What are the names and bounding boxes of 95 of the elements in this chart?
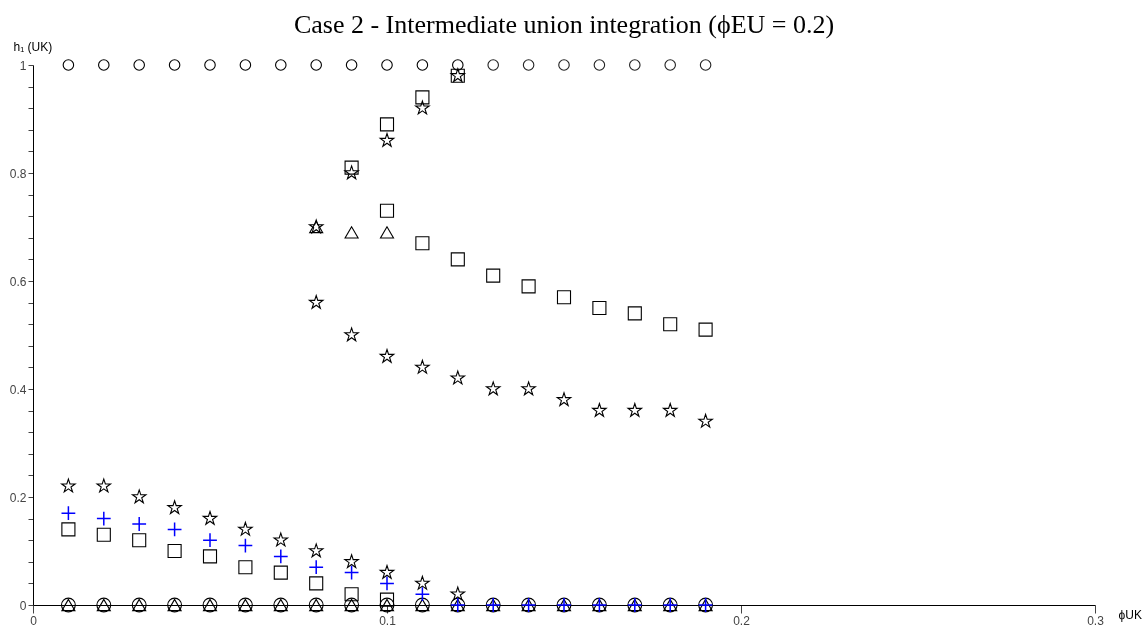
point [345, 59, 358, 71]
x-tick-label: 0.3 [1087, 613, 1105, 628]
point [415, 236, 430, 251]
point [131, 516, 147, 532]
point [379, 592, 395, 607]
point [132, 533, 147, 548]
point [664, 59, 676, 71]
y-tick-label: 1 [19, 58, 27, 73]
point [202, 510, 218, 525]
point [133, 59, 145, 71]
y-tick-label: 0.4 [9, 382, 27, 397]
point [61, 522, 76, 537]
point [452, 59, 464, 71]
point [96, 478, 112, 493]
point [522, 59, 535, 71]
point [662, 402, 678, 417]
point [627, 306, 642, 321]
point [131, 489, 147, 504]
point [379, 575, 395, 592]
point [379, 564, 395, 579]
point [558, 59, 570, 71]
point [273, 548, 289, 565]
point [98, 59, 110, 71]
point [202, 532, 218, 548]
point [239, 59, 252, 71]
point [96, 510, 112, 527]
point [308, 294, 324, 309]
point [344, 160, 359, 175]
point [344, 327, 359, 342]
y-tick-label: 0.2 [9, 490, 27, 505]
point [167, 543, 182, 559]
point [415, 100, 430, 115]
point [593, 59, 606, 71]
point [699, 59, 712, 71]
point [167, 500, 182, 515]
y-tick-label: 0 [19, 598, 27, 613]
point [237, 537, 254, 554]
y-tick-label: 0.8 [9, 166, 27, 181]
point [486, 268, 501, 283]
point [556, 290, 572, 305]
point [629, 59, 641, 71]
point [308, 543, 324, 558]
point [309, 576, 324, 591]
point [592, 300, 607, 316]
point [62, 59, 75, 71]
point [379, 226, 395, 239]
point [204, 59, 216, 71]
chart-title: Case 2 - Intermediate union integration (ϕEU = 0.2) [293, 10, 835, 39]
point [168, 59, 181, 71]
point [556, 392, 572, 407]
point [273, 532, 289, 547]
point [627, 402, 643, 417]
point [308, 559, 324, 575]
point [416, 59, 429, 71]
point [521, 381, 536, 396]
point [60, 505, 77, 521]
point [379, 203, 395, 218]
point [415, 90, 430, 105]
point [310, 59, 322, 71]
point [487, 59, 499, 71]
point [344, 554, 359, 569]
point [485, 381, 501, 396]
point [450, 370, 466, 385]
point [450, 252, 465, 267]
point [379, 132, 395, 147]
point [450, 586, 466, 601]
point [415, 359, 430, 374]
x-tick-label: 0.1 [379, 613, 397, 628]
point [414, 586, 431, 602]
point [275, 59, 287, 71]
point [238, 521, 253, 536]
point [415, 575, 430, 590]
point [698, 322, 713, 337]
point [592, 402, 607, 417]
point [663, 317, 678, 332]
point [166, 521, 183, 538]
x-tick-label: 0.2 [733, 613, 751, 628]
point [698, 413, 713, 428]
point [96, 527, 111, 542]
point [344, 226, 359, 239]
point [521, 279, 536, 294]
point [202, 549, 218, 564]
point [344, 587, 359, 602]
y-tick-label: 0.6 [9, 274, 27, 289]
point [381, 59, 393, 71]
point [379, 117, 395, 132]
point [61, 478, 76, 493]
x-axis-title: ϕUK [1118, 607, 1142, 622]
point [344, 165, 359, 180]
point [273, 565, 288, 580]
y-axis-title: h₁ (UK) [13, 39, 53, 54]
point [343, 564, 360, 581]
point [379, 348, 395, 363]
point [238, 560, 253, 575]
x-tick-label: 0 [30, 613, 38, 628]
